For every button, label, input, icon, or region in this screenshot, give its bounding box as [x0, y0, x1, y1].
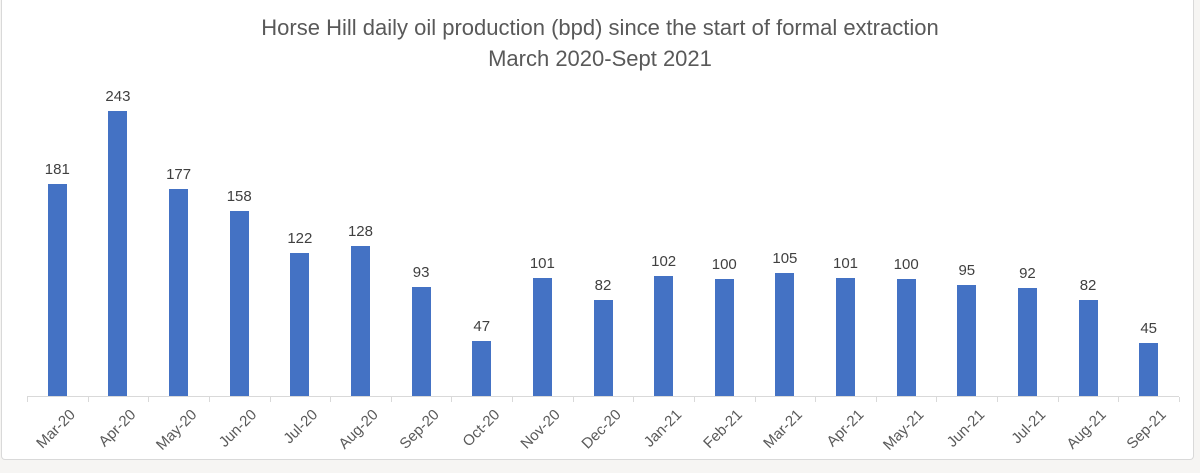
x-axis-tick: [208, 397, 210, 402]
plot-area: 181 243 177 158 122 128 93 47 101 82 102 100 105 101 1…: [27, 88, 1180, 402]
bar: [169, 189, 189, 396]
bar-value-label: 101: [529, 255, 555, 272]
bar: [472, 341, 492, 396]
x-axis-label: Mar-20: [33, 406, 79, 452]
bar-value-label: 102: [651, 253, 677, 270]
bar-value-label: 181: [44, 161, 70, 178]
bar-value-label: 93: [412, 264, 430, 281]
x-axis-tick: [451, 397, 453, 402]
bar-value-label: 105: [772, 250, 798, 267]
bar: [714, 279, 734, 396]
bar-value-label: 128: [347, 223, 373, 240]
bar: [1078, 300, 1098, 396]
x-axis-tick: [693, 397, 695, 402]
chart-subtitle: March 2020-Sept 2021: [488, 46, 712, 71]
bar: [836, 278, 856, 396]
x-axis-tick: [1179, 397, 1180, 402]
x-axis-tick: [815, 397, 817, 402]
x-axis-label: Sep-21: [1123, 406, 1171, 453]
bar: [350, 246, 370, 396]
x-axis-label: Nov-20: [517, 406, 564, 453]
x-axis-label: May-20: [152, 406, 200, 454]
chart-title: Horse Hill daily oil production (bpd) si…: [261, 15, 939, 40]
x-axis-label: Jun-20: [216, 406, 261, 451]
bar-value-label: 45: [1140, 320, 1158, 337]
x-axis-label: Feb-21: [699, 406, 746, 452]
x-axis-label: May-21: [880, 406, 928, 454]
bar: [593, 300, 613, 396]
x-axis-label-group: Mar-20 Apr-20 May-20 Jun-20 Jul-20 Aug-20 Sep-…: [27, 398, 1179, 468]
bar: [896, 279, 916, 396]
bar-value-label: 243: [105, 88, 131, 105]
x-axis-tick: [936, 397, 938, 402]
bar-value-label: 95: [958, 262, 976, 279]
x-axis-label: Dec-20: [578, 406, 625, 453]
bar: [532, 278, 552, 396]
chart-title-block: Horse Hill daily oil production (bpd) si…: [0, 12, 1200, 74]
bar-value-label: 47: [473, 318, 491, 335]
x-axis-label: Apr-21: [822, 406, 867, 451]
bar: [1139, 343, 1159, 396]
x-axis-tick: [390, 397, 392, 402]
x-axis-tick: [148, 397, 150, 402]
x-axis-tick: [633, 397, 635, 402]
x-axis-label: Sep-20: [396, 406, 443, 453]
x-axis-tick: [875, 397, 877, 402]
bar: [290, 253, 310, 396]
x-axis-tick: [27, 397, 28, 402]
bar-value-label: 177: [166, 166, 192, 183]
bar-value-label: 100: [893, 256, 919, 273]
bar-value-label: 82: [1079, 277, 1097, 294]
x-axis-label: Mar-21: [760, 406, 807, 452]
bar-value-label: 101: [833, 255, 859, 272]
bar: [775, 273, 795, 396]
x-axis-tick: [330, 397, 332, 402]
x-axis-label: Jan-21: [640, 406, 685, 451]
bar: [108, 111, 128, 396]
x-axis-tick: [1118, 397, 1120, 402]
bar-value-label: 92: [1019, 265, 1036, 282]
x-axis-label: Jun-21: [943, 406, 989, 451]
bar: [1017, 288, 1037, 396]
x-axis-tick: [997, 397, 999, 402]
bar: [411, 287, 431, 396]
x-axis-tick: [87, 397, 89, 402]
x-axis-tick: [572, 397, 574, 402]
bar: [957, 285, 977, 396]
x-axis-tick: [1057, 397, 1059, 402]
bar-value-label: 82: [594, 277, 612, 294]
x-axis-label: Aug-20: [335, 406, 382, 453]
x-axis-label: Aug-21: [1063, 406, 1110, 453]
x-axis-label: Apr-20: [95, 406, 140, 451]
x-axis-label: Oct-20: [459, 406, 504, 451]
bar: [47, 184, 67, 396]
bar: [654, 276, 674, 396]
x-axis-label: Jul-20: [280, 406, 322, 448]
x-axis-tick: [754, 397, 756, 402]
bar-value-label: 100: [711, 256, 737, 273]
bar-value-label: 158: [226, 188, 252, 205]
x-axis-label: Jul-21: [1007, 406, 1049, 448]
x-axis-line: [27, 396, 1179, 397]
x-axis-tick: [269, 397, 271, 402]
x-axis-tick: [512, 397, 514, 402]
bar: [229, 211, 249, 396]
bar-value-label: 122: [287, 230, 313, 247]
